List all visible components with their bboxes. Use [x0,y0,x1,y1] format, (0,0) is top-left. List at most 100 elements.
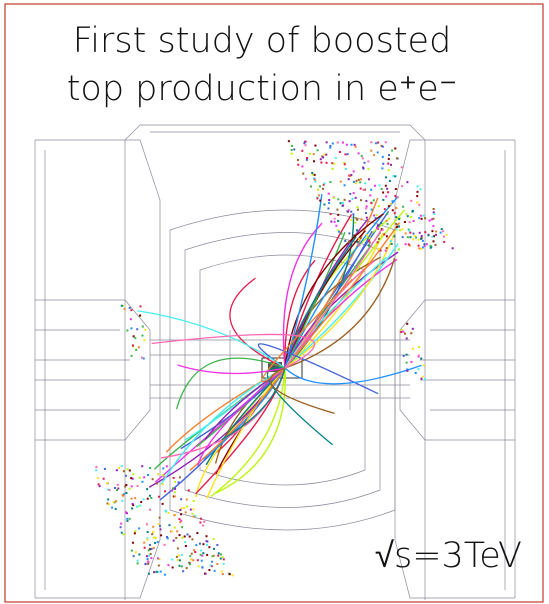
hit [334,221,336,223]
hit [418,368,420,370]
hit [378,238,380,240]
hit [360,218,362,220]
hit [382,199,384,201]
hit [103,478,105,480]
hit [190,559,192,561]
hit [373,154,375,156]
hit [131,485,133,487]
hit [350,211,352,213]
hit [186,506,188,508]
hit [406,323,408,325]
hit [193,500,195,502]
hit [177,559,179,561]
hit [399,229,401,231]
hit [422,240,424,242]
hit [412,238,414,240]
hit [416,191,418,193]
hit [143,498,145,500]
hit [418,355,420,357]
hit [335,225,337,227]
hit [382,156,384,158]
hit [185,511,187,513]
hit [422,246,424,248]
hit [179,521,181,523]
hit [159,528,161,530]
hit [180,498,182,500]
hit [417,239,419,241]
hit [348,178,350,180]
hit [147,531,149,533]
hit [357,241,359,243]
hit [420,378,422,380]
hit [410,200,412,202]
hit [143,476,145,478]
hit [384,208,386,210]
hit [443,236,445,238]
hit [356,206,358,208]
hit [113,501,115,503]
hit [179,559,181,561]
hit [297,164,299,166]
hit [396,226,398,228]
hit [179,476,181,478]
hit [146,523,148,525]
hit [132,542,134,544]
hit [141,465,143,467]
hit [326,141,328,143]
hit [297,159,299,161]
hit [134,497,136,499]
hit [376,214,378,216]
hit [333,163,335,165]
hit [147,498,149,500]
hit [198,565,200,567]
hit [186,567,188,569]
hit [355,146,357,148]
hit [174,488,176,490]
hit [350,219,352,221]
hit [117,484,119,486]
hit [418,346,420,348]
hit [165,511,167,513]
hit [353,181,355,183]
hit [354,222,356,224]
hit [211,555,213,557]
hit [164,490,166,492]
hit [415,372,417,374]
hit [339,151,341,153]
hit [189,563,191,565]
hit [382,146,384,148]
hit [386,213,388,215]
hit [405,243,407,245]
hit [220,558,222,560]
hit [441,228,443,230]
hit [157,557,159,559]
hit [371,209,373,211]
hit [126,329,128,331]
hit [123,470,125,472]
hit [116,469,118,471]
hit [126,518,128,520]
hit [129,518,131,520]
hit [293,148,295,150]
hit [317,149,319,151]
hit [211,561,213,563]
hit [442,230,444,232]
hit [408,230,410,232]
hit [208,546,210,548]
hit [348,232,350,234]
hit [319,200,321,202]
hit [440,232,442,234]
hit [366,217,368,219]
hit [407,215,409,217]
hit [332,142,334,144]
hit [420,358,422,360]
hit [389,180,391,182]
hit [201,567,203,569]
hit [174,481,176,483]
hit [131,355,133,357]
hit [192,508,194,510]
hit [329,145,331,147]
hit [387,191,389,193]
hit [424,378,426,380]
hit [397,196,399,198]
